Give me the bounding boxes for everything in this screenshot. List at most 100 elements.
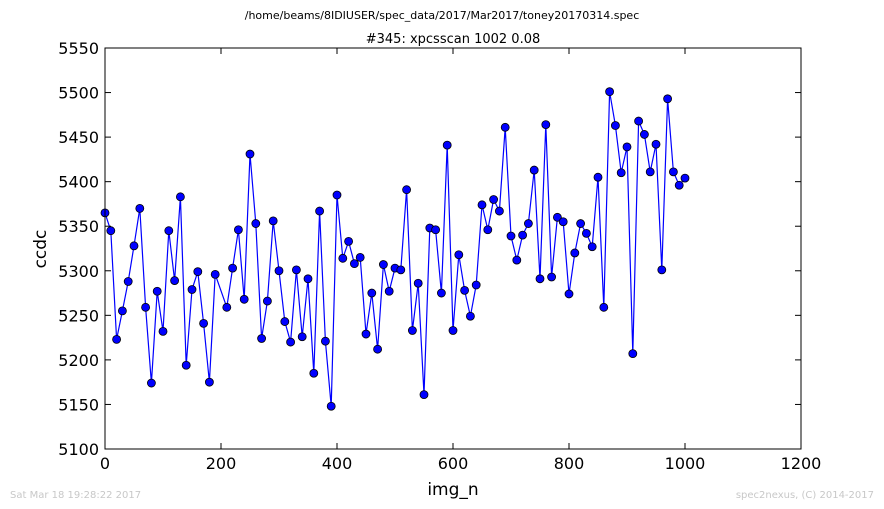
data-point [471, 280, 481, 290]
data-point [384, 286, 394, 296]
y-tick-label: 5200 [58, 351, 99, 370]
y-tick-label: 5100 [58, 440, 99, 459]
y-tick-label: 5500 [58, 84, 99, 103]
data-point [355, 253, 365, 262]
data-point [500, 122, 510, 132]
y-axis: 5100 5150 5200 5250 5300 5350 5400 5450 5500 5550 [58, 39, 801, 459]
data-point [448, 326, 458, 335]
data-point [245, 149, 255, 159]
data-point [262, 296, 272, 306]
data-point [320, 336, 330, 346]
data-point [657, 265, 667, 275]
y-tick-label: 5150 [58, 395, 99, 414]
data-point [222, 302, 232, 312]
data-point [506, 231, 516, 241]
series-layer [100, 87, 690, 411]
data-point [106, 226, 116, 236]
data-point [611, 121, 620, 130]
data-point [367, 288, 377, 298]
data-point [651, 139, 661, 149]
x-tick-label: 1200 [781, 454, 822, 473]
y-tick-label: 5400 [58, 173, 99, 192]
data-point [489, 195, 499, 204]
data-point [286, 337, 296, 347]
data-point [599, 302, 609, 312]
data-point [477, 200, 487, 210]
data-point [210, 269, 220, 279]
data-point [378, 260, 388, 269]
y-tick-label: 5450 [58, 128, 99, 147]
data-point [454, 250, 464, 260]
data-point [634, 116, 643, 126]
data-point [605, 87, 614, 97]
data-point [309, 368, 319, 378]
data-point [587, 242, 597, 252]
data-point [564, 289, 574, 299]
data-point [547, 272, 556, 282]
data-point [512, 255, 522, 265]
data-point [152, 286, 162, 296]
data-point [431, 225, 441, 235]
data-point [628, 349, 638, 359]
data-point [361, 329, 371, 339]
data-point [558, 217, 568, 227]
data-point [158, 326, 168, 336]
data-point [344, 236, 354, 246]
x-tick-label: 600 [438, 454, 469, 473]
data-point [187, 285, 197, 294]
data-point [413, 278, 423, 288]
data-point [402, 185, 412, 195]
data-point [332, 190, 342, 200]
data-point [257, 334, 267, 343]
data-point [529, 165, 539, 175]
y-tick-label: 5300 [58, 262, 99, 281]
data-point [326, 401, 336, 411]
data-point [204, 377, 214, 387]
data-point [233, 225, 243, 235]
y-axis-label: ccdc [31, 230, 51, 269]
data-point [553, 212, 562, 222]
data-point [640, 130, 649, 139]
data-point [141, 302, 151, 312]
plot-frame [104, 47, 802, 450]
data-point [274, 266, 284, 276]
data-point [442, 140, 452, 150]
x-axis: 0 200 400 600 800 1000 1200 [100, 48, 821, 473]
data-point [112, 334, 121, 344]
data-point [494, 206, 504, 216]
data-point [291, 265, 301, 275]
data-point [199, 318, 209, 328]
data-point [582, 228, 591, 238]
data-point [118, 306, 127, 316]
data-point [622, 142, 632, 152]
footer-credit: spec2nexus, (C) 2014-2017 [735, 490, 874, 501]
data-point [164, 226, 174, 236]
data-point [674, 180, 684, 190]
data-point [123, 277, 133, 286]
data-point [541, 120, 551, 130]
chart-suptitle: /home/beams/8IDIUSER/spec_data/2017/Mar2… [245, 9, 640, 22]
data-point [407, 326, 417, 335]
data-point [251, 219, 261, 228]
data-point [518, 230, 527, 240]
x-tick-label: 1000 [665, 454, 706, 473]
x-tick-label: 400 [322, 454, 353, 473]
data-point [373, 344, 383, 354]
data-point [483, 225, 493, 235]
x-tick-label: 200 [206, 454, 237, 473]
data-point [576, 219, 585, 228]
data-point [349, 259, 359, 269]
data-point [616, 168, 626, 178]
data-point [436, 288, 446, 298]
data-point [524, 219, 533, 228]
data-point [315, 206, 325, 216]
data-point [338, 253, 348, 263]
data-point [175, 192, 185, 202]
data-point [535, 274, 545, 284]
data-point [570, 248, 580, 258]
data-point [593, 172, 603, 182]
data-point [146, 378, 156, 388]
y-tick-label: 5550 [58, 39, 99, 58]
data-point [193, 267, 203, 277]
data-point [680, 173, 690, 183]
